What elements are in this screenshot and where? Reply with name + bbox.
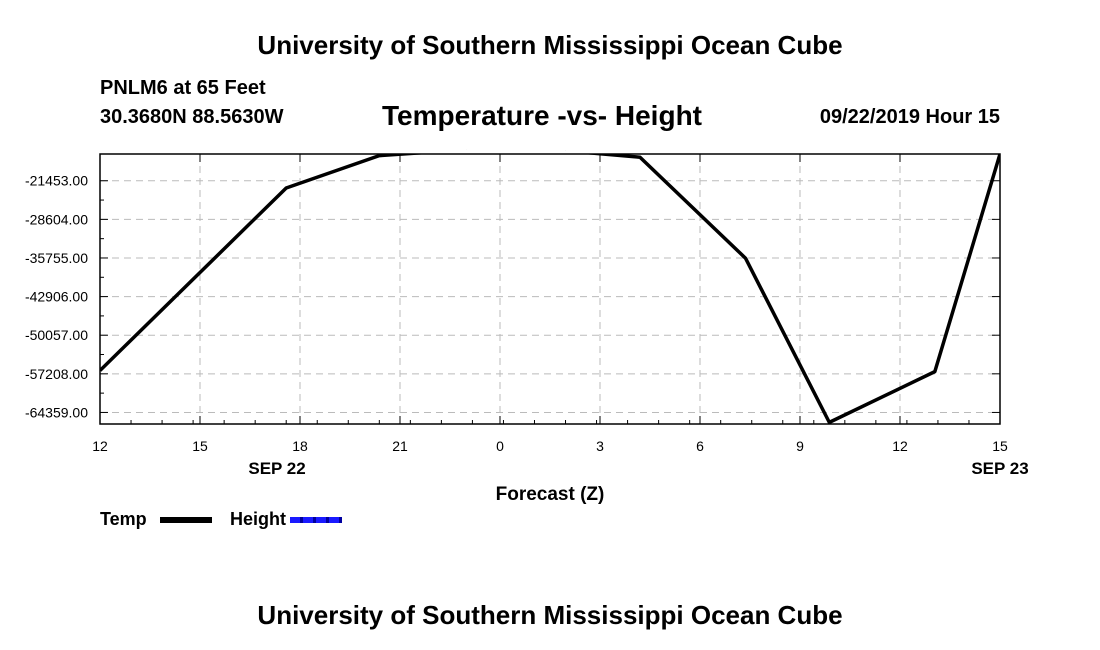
- coordinates-label: 30.3680N 88.5630W: [100, 106, 284, 128]
- x-day-label: SEP 23: [971, 459, 1028, 478]
- x-tick-label: 9: [796, 438, 804, 454]
- forecast-datetime: 09/22/2019 Hour 15: [819, 106, 1000, 128]
- y-tick-label: -35755.00: [25, 250, 88, 266]
- y-tick-label: -57208.00: [25, 366, 88, 382]
- y-tick-label: -42906.00: [25, 289, 88, 305]
- y-tick-label: -28604.00: [25, 211, 88, 227]
- legend-label-height: Height: [230, 509, 286, 529]
- plot-frame: [99, 153, 1001, 425]
- x-tick-label: 21: [392, 438, 408, 454]
- grid-layer: [100, 154, 1001, 424]
- legend-swatch-height: [290, 517, 342, 523]
- legend-label-temp: Temp: [100, 509, 147, 529]
- y-tick-label: -50057.00: [25, 327, 88, 343]
- page-title: University of Southern Mississippi Ocean…: [257, 30, 843, 60]
- legend-swatch-temp: [160, 517, 212, 523]
- y-tick-label: -21453.00: [25, 173, 88, 189]
- x-tick-label: 12: [892, 438, 908, 454]
- axis-layer: -21453.00 -28604.00 -35755.00 -42906.00 -500…: [25, 154, 1029, 505]
- x-tick-label: 15: [992, 438, 1008, 454]
- y-tick-label: -64359.00: [25, 404, 88, 420]
- x-axis-title: Forecast (Z): [496, 484, 605, 505]
- x-day-label: SEP 22: [248, 459, 305, 478]
- x-tick-label: 0: [496, 438, 504, 454]
- footer-title: University of Southern Mississippi Ocean…: [257, 600, 843, 630]
- x-tick-label: 3: [596, 438, 604, 454]
- chart-title: Temperature -vs- Height: [382, 100, 702, 131]
- x-tick-label: 6: [696, 438, 704, 454]
- series-layer: [99, 149, 1001, 424]
- station-label: PNLM6 at 65 Feet: [100, 77, 266, 99]
- x-tick-label: 12: [92, 438, 108, 454]
- x-tick-label: 18: [292, 438, 308, 454]
- series-line-temp: [100, 154, 1000, 424]
- x-tick-label: 15: [192, 438, 208, 454]
